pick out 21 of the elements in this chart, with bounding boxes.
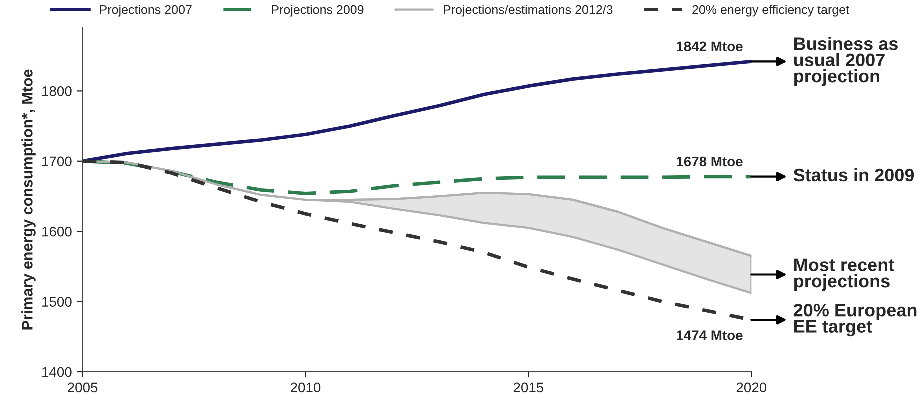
y-tick-label: 1400: [42, 367, 72, 378]
legend-label: Projections 2009: [272, 5, 364, 17]
legend-label: 20% energy efficiency target: [692, 5, 850, 17]
data-label: 1474 Mtoe: [677, 330, 743, 340]
x-tick-label: 2015: [514, 382, 544, 393]
y-tick-label: 1700: [42, 156, 72, 167]
x-tick-label: 2010: [291, 382, 321, 393]
legend-label: Projections 2007: [100, 5, 192, 17]
text: Status in 2009: [794, 168, 914, 182]
x-tick-label: 2020: [736, 382, 767, 393]
y-tick-label: 1500: [42, 297, 72, 307]
text: 20% European EE target: [794, 304, 917, 337]
data-label: 1842 Mtoe: [677, 42, 743, 52]
y-tick-label: 1800: [42, 86, 72, 96]
y-axis-title: Primary energy consumption*, Mtoe: [22, 70, 36, 330]
x-tick-label: 2005: [68, 382, 98, 393]
text: Most recent projections: [794, 258, 894, 292]
data-label: 1678 Mtoe: [677, 156, 743, 167]
legend-label: Projections/estimations 2012/3: [444, 5, 613, 17]
y-tick-label: 1600: [42, 226, 72, 237]
text: Business as usual 2007 projection: [794, 37, 898, 86]
